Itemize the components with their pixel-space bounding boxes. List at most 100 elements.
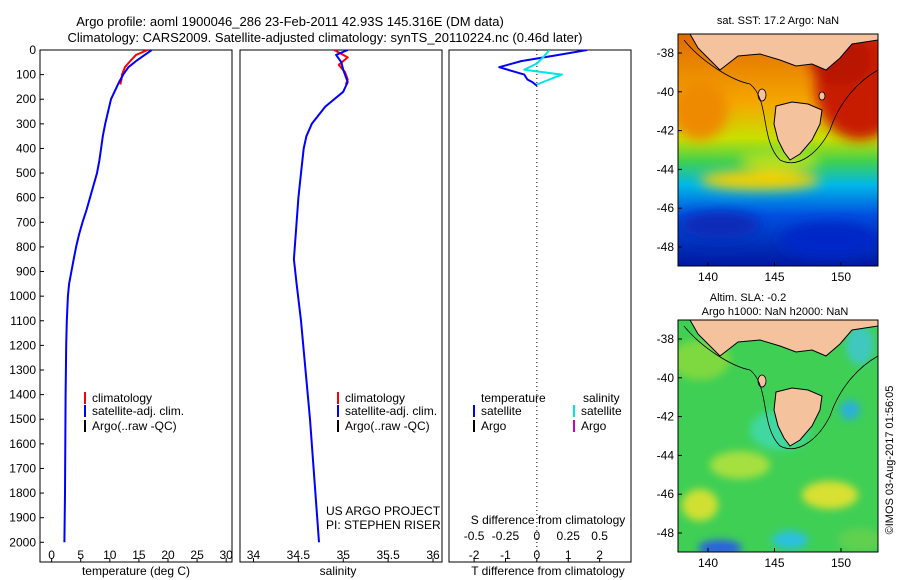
legend-argo-label: Argo(..raw -QC) [92,419,177,433]
sst-map: sat. SST: 17.2 Argo: NaN -38 -40 -42 -44 -46… [657,15,879,284]
map-lat-label: -48 [657,526,675,540]
legend-climatology-label: climatology [92,391,152,405]
sst-map-title: sat. SST: 17.2 Argo: NaN [717,15,839,27]
sst-map-axes: -38 -40 -42 -44 -46 -48 140 145 150 [657,46,852,284]
figure-title-line2: Climatology: CARS2009. Satellite-adjuste… [68,30,583,45]
x-tick-label: 5 [77,548,84,562]
map-lat-label: -40 [657,371,675,385]
legend-salinity-title: salinity [583,391,620,405]
difference-x-axis: -2-1012 [469,548,603,562]
map-lat-label: -38 [657,332,675,346]
temperature-panel: 0100200300400500600700800900100011001200… [9,43,233,578]
s-diff-tick-label: -0.5 [464,529,485,543]
map-lat-label: -44 [657,448,675,462]
map-lat-label: -44 [657,162,675,176]
x-tick-label: 25 [190,548,204,562]
depth-tick-label: 1800 [9,486,36,500]
temperature-x-label: temperature (deg C) [82,564,190,578]
s-difference-label: S difference from climatology [471,513,626,527]
legend-t-argo-label: Argo [481,419,507,433]
salinity-axes-box [239,49,443,563]
x-tick-label: 0 [48,548,55,562]
temperature-legend: climatology satellite-adj. clim. Argo(..… [84,391,184,433]
salinity-x-label: salinity [320,564,357,578]
legend-s-satellite-label: satellite [581,404,622,418]
sst-field [678,34,878,266]
map-lat-label: -48 [657,240,675,254]
legend-argo-label: Argo(..raw -QC) [345,419,430,433]
series-line-satellite-adj-clim- [292,50,349,543]
x-tick-label: 1 [565,548,572,562]
depth-tick-label: 400 [16,141,36,155]
pi-annotation: PI: STEPHEN RISER [326,518,441,532]
x-tick-label: 36 [426,548,440,562]
depth-tick-label: 1500 [9,412,36,426]
legend-temperature-title: temperature [481,391,546,405]
x-tick-label: 35 [337,548,351,562]
depth-tick-label: 1200 [9,338,36,352]
difference-axes-box [448,49,632,563]
difference-legend: temperature satellite Argo salinity sate… [473,391,622,433]
map-lat-label: -46 [657,487,675,501]
x-tick-label: 30 [220,548,234,562]
map-lon-label: 140 [698,270,718,284]
legend-satellite-label: satellite-adj. clim. [92,404,184,418]
temperature-x-axis: 0 5 10 15 20 25 30 [48,548,233,562]
depth-tick-label: 2000 [9,535,36,549]
x-tick-label: 10 [103,548,117,562]
x-tick-label: 34 [247,548,261,562]
s-diff-tick-label: 0 [534,529,541,543]
legend-satellite-label: satellite-adj. clim. [345,404,437,418]
sla-field [678,320,878,552]
depth-tick-label: 1900 [9,511,36,525]
depth-tick-label: 900 [16,265,36,279]
depth-tick-label: 1300 [9,363,36,377]
depth-tick-label: 200 [16,92,36,106]
map-lat-label: -46 [657,201,675,215]
map-lon-label: 140 [698,556,718,570]
difference-series [498,50,588,87]
project-annotation: US ARGO PROJECT [326,504,441,518]
depth-tick-label: 0 [29,43,36,57]
depth-tick-label: 100 [16,68,36,82]
series-line-temperature-satellite [498,50,588,87]
imos-credit: ©IMOS 03-Aug-2017 01:56:05 [884,386,896,535]
x-tick-label: 15 [132,548,146,562]
x-tick-label: 35.5 [376,548,400,562]
salinity-x-axis: 34 34.5 35 35.5 36 [247,548,440,562]
map-lon-label: 150 [831,556,851,570]
difference-panel: -2 -1 0 1 2 -0.5 -0.25 0 0.25 0.5 S difference f… [448,49,632,578]
temperature-series [63,50,153,543]
depth-tick-label: 1400 [9,388,36,402]
map-lat-label: -42 [657,124,675,138]
s-diff-tick-label: 0.25 [557,529,581,543]
difference-salinity-axis: -0.5 -0.25 0 0.25 0.5 [464,529,609,543]
depth-tick-label: 500 [16,166,36,180]
figure-title-line1: Argo profile: aoml 1900046_286 23-Feb-20… [76,14,504,29]
map-lon-label: 145 [764,270,784,284]
temperature-axes-box [39,49,233,563]
map-lat-label: -38 [657,46,675,60]
legend-t-satellite-label: satellite [481,404,522,418]
x-tick-label: 34.5 [287,548,311,562]
x-tick-label: -1 [500,548,511,562]
map-lon-label: 150 [831,270,851,284]
salinity-panel: 34 34.5 35 35.5 36 salinity climatology sate… [239,49,443,578]
depth-tick-label: 300 [16,117,36,131]
x-tick-label: 20 [161,548,175,562]
sla-map: Altim. SLA: -0.2 Argo h1000: NaN h2000: … [657,292,879,570]
x-tick-label: 2 [596,548,603,562]
depth-tick-label: 1000 [9,289,36,303]
sla-map-axes: -38 -40 -42 -44 -46 -48 140 145 150 [657,332,852,570]
sla-map-title-2: Argo h1000: NaN h2000: NaN [702,306,849,318]
s-diff-tick-label: 0.5 [591,529,608,543]
depth-tick-label: 600 [16,191,36,205]
depth-tick-label: 800 [16,240,36,254]
depth-tick-label: 1100 [10,314,36,328]
x-tick-label: -2 [469,548,480,562]
depth-tick-label: 1600 [9,437,36,451]
s-diff-tick-label: -0.25 [492,529,520,543]
sla-map-title-1: Altim. SLA: -0.2 [710,292,786,304]
salinity-legend: climatology satellite-adj. clim. Argo(..… [337,391,437,433]
